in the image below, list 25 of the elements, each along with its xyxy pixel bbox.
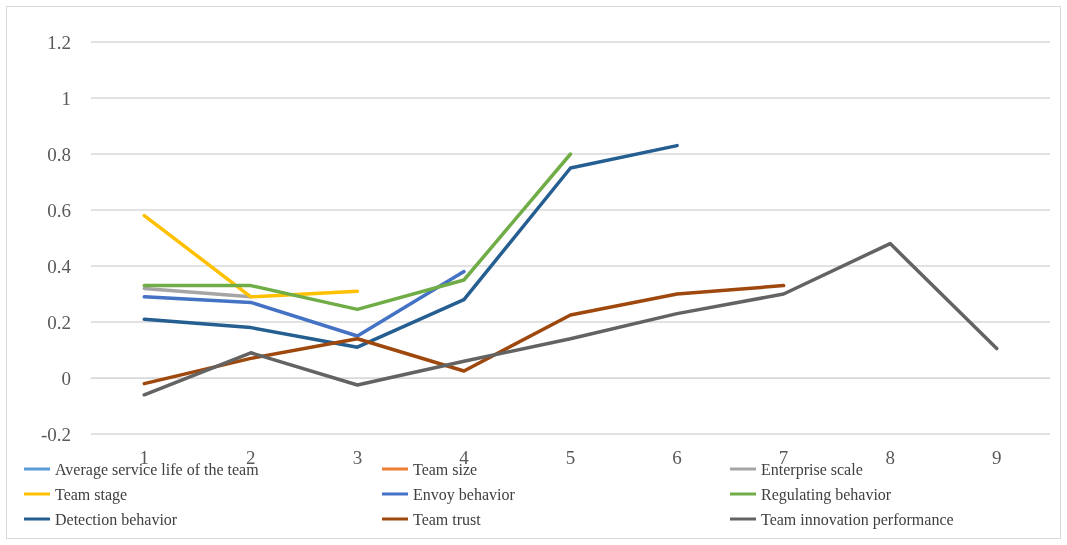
legend-label: Detection behavior bbox=[55, 510, 178, 528]
y-tick-label: 1 bbox=[61, 87, 71, 109]
x-tick-label: 6 bbox=[672, 447, 682, 468]
y-tick-label: 0.8 bbox=[47, 143, 71, 165]
x-tick-label: 2 bbox=[246, 447, 256, 468]
x-tick-label: 5 bbox=[565, 447, 576, 468]
legend-label: Team trust bbox=[413, 510, 482, 528]
legend-label: Team innovation performance bbox=[761, 510, 954, 529]
y-tick-label: 0.2 bbox=[47, 311, 71, 333]
legend-label: Envoy behavior bbox=[413, 485, 516, 504]
y-tick-label: 0 bbox=[61, 367, 71, 389]
y-tick-label: 1.2 bbox=[47, 31, 71, 53]
x-tick-label: 8 bbox=[885, 447, 895, 468]
y-tick-label: 0.4 bbox=[47, 255, 72, 277]
line-series bbox=[142, 283, 786, 386]
legend-label: Team stage bbox=[55, 485, 128, 504]
x-tick-label: 3 bbox=[352, 447, 363, 468]
line-series bbox=[142, 152, 573, 312]
y-tick-label: 0.6 bbox=[47, 199, 71, 221]
x-tick-label: 9 bbox=[991, 447, 1002, 468]
y-tick-label: -0.2 bbox=[40, 423, 71, 445]
line-series bbox=[142, 269, 466, 338]
line-series bbox=[142, 241, 999, 397]
line-series bbox=[142, 143, 679, 349]
legend-label: Regulating behavior bbox=[761, 485, 892, 504]
